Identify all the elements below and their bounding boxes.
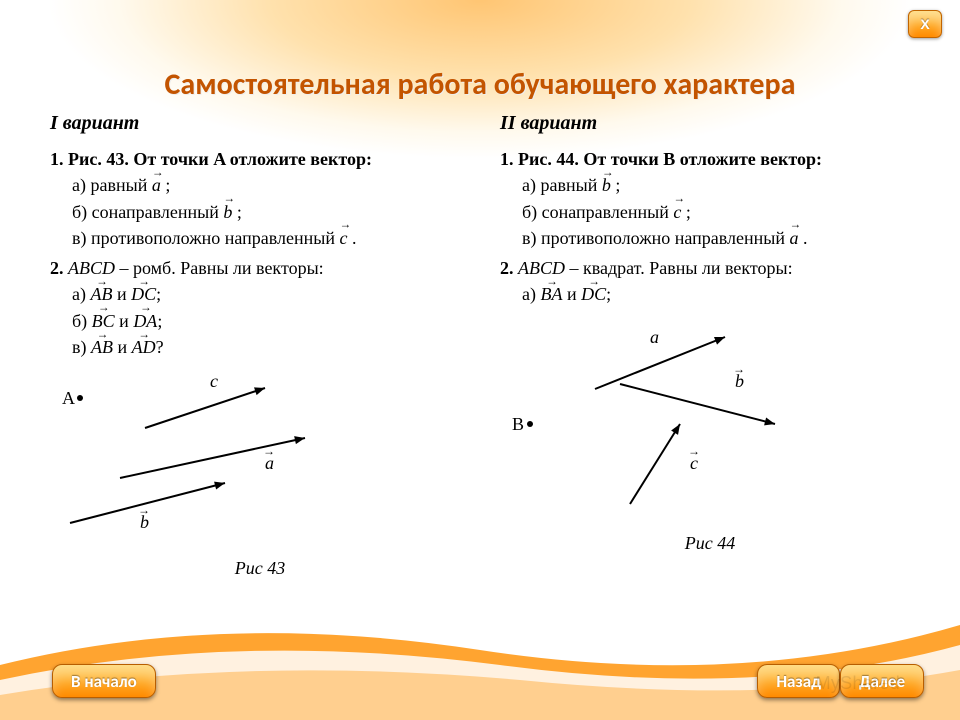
svg-text:→: → — [648, 329, 660, 332]
figure-43: Aa→b→c→ Рис 43 — [50, 373, 470, 580]
variant-1-heading: I вариант — [50, 110, 470, 137]
content-area: I вариант 1. Рис. 43. От точки A отложит… — [50, 110, 920, 580]
figure-43-svg: Aa→b→c→ — [50, 373, 350, 543]
svg-text:→: → — [263, 444, 275, 458]
v2-q1-b: б) сонаправленный c ; — [500, 200, 920, 224]
figure-44-caption: Рис 44 — [500, 531, 920, 555]
close-button[interactable]: X — [908, 10, 942, 38]
variant-1: I вариант 1. Рис. 43. От точки A отложит… — [50, 110, 470, 580]
v1-q1-lead: 1. Рис. 43. От точки A отложите вектор: — [50, 147, 470, 171]
svg-text:B: B — [512, 414, 524, 434]
v1-q2-c: в) AB и AD? — [50, 335, 470, 359]
v2-q2-lead: 2. ABCD – квадрат. Равны ли векторы: — [500, 256, 920, 280]
slide: X Самостоятельная работа обучающего хара… — [0, 0, 960, 720]
svg-text:→: → — [733, 362, 745, 376]
svg-text:→: → — [688, 444, 700, 458]
variant-2-heading: II вариант — [500, 110, 920, 137]
slide-title: Самостоятельная работа обучающего характ… — [0, 66, 960, 103]
v1-q2-lead: 2. ABCD – ромб. Равны ли векторы: — [50, 256, 470, 280]
close-icon: X — [920, 16, 929, 32]
v1-q1-a: а) равный a ; — [50, 173, 470, 197]
v2-q1-a: а) равный b ; — [500, 173, 920, 197]
nav-start-button[interactable]: В начало — [52, 664, 156, 698]
figure-44-svg: Ba→b→c→ — [500, 329, 800, 519]
svg-text:A: A — [62, 388, 75, 408]
v1-q1-c: в) противоположно направленный c . — [50, 226, 470, 250]
nav-next-button[interactable]: Далее — [840, 664, 924, 698]
v2-q1-lead: 1. Рис. 44. От точки B отложите вектор: — [500, 147, 920, 171]
svg-text:→: → — [138, 503, 150, 517]
v2-q1-c: в) противоположно направленный a . — [500, 226, 920, 250]
svg-text:→: → — [208, 373, 220, 376]
v1-q1-b: б) сонаправленный b ; — [50, 200, 470, 224]
v2-q2-a: а) BA и DC; — [500, 282, 920, 306]
figure-43-caption: Рис 43 — [50, 556, 470, 580]
nav-back-button[interactable]: Назад — [757, 664, 840, 698]
v1-q2-b: б) BC и DA; — [50, 309, 470, 333]
figure-44: Ba→b→c→ Рис 44 — [500, 329, 920, 556]
variant-2: II вариант 1. Рис. 44. От точки B отложи… — [500, 110, 920, 580]
